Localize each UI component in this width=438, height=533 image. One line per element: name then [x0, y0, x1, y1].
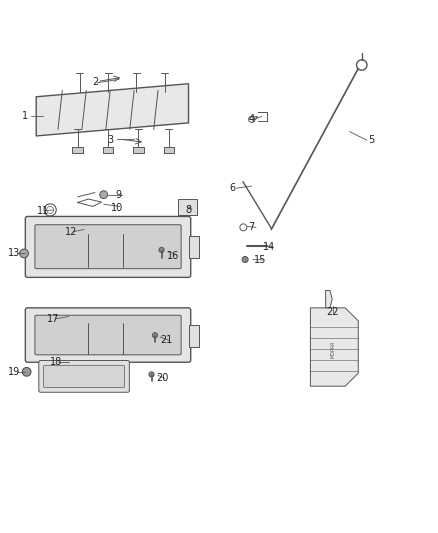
Text: 1: 1 — [22, 111, 28, 122]
FancyBboxPatch shape — [44, 365, 124, 387]
Text: 14: 14 — [263, 242, 275, 252]
Text: 6: 6 — [229, 183, 235, 193]
Text: 15: 15 — [254, 255, 267, 265]
Text: 17: 17 — [47, 314, 60, 324]
Bar — [133, 147, 144, 154]
Circle shape — [100, 191, 108, 199]
Text: 18: 18 — [49, 357, 62, 367]
Text: 11: 11 — [37, 206, 49, 216]
Polygon shape — [325, 290, 332, 308]
FancyBboxPatch shape — [35, 315, 181, 355]
Circle shape — [20, 249, 28, 258]
Text: MOPAR: MOPAR — [331, 341, 336, 358]
Text: 21: 21 — [161, 335, 173, 345]
Text: 8: 8 — [185, 205, 191, 215]
Bar — [164, 147, 174, 154]
Text: 13: 13 — [8, 248, 21, 259]
Circle shape — [149, 372, 154, 377]
Circle shape — [22, 367, 31, 376]
FancyBboxPatch shape — [39, 360, 129, 392]
Text: 19: 19 — [8, 367, 21, 377]
Text: 2: 2 — [92, 77, 98, 86]
Bar — [188, 325, 199, 347]
FancyBboxPatch shape — [35, 225, 181, 269]
Circle shape — [242, 256, 248, 263]
Text: 16: 16 — [167, 251, 180, 261]
Bar — [72, 147, 83, 154]
Bar — [103, 147, 113, 154]
Circle shape — [159, 247, 164, 253]
Polygon shape — [36, 84, 188, 136]
FancyBboxPatch shape — [25, 308, 191, 362]
Text: 12: 12 — [65, 227, 77, 237]
Bar — [188, 236, 199, 258]
Text: 22: 22 — [326, 307, 339, 317]
Text: 4: 4 — [249, 114, 255, 124]
Polygon shape — [311, 308, 358, 386]
Text: 7: 7 — [248, 222, 255, 232]
Text: 9: 9 — [116, 190, 122, 200]
Text: 5: 5 — [368, 135, 374, 146]
Text: 10: 10 — [111, 203, 123, 213]
Text: 20: 20 — [156, 373, 169, 383]
Bar — [178, 199, 197, 215]
FancyBboxPatch shape — [25, 216, 191, 277]
Circle shape — [152, 333, 158, 338]
Text: 3: 3 — [107, 135, 113, 146]
